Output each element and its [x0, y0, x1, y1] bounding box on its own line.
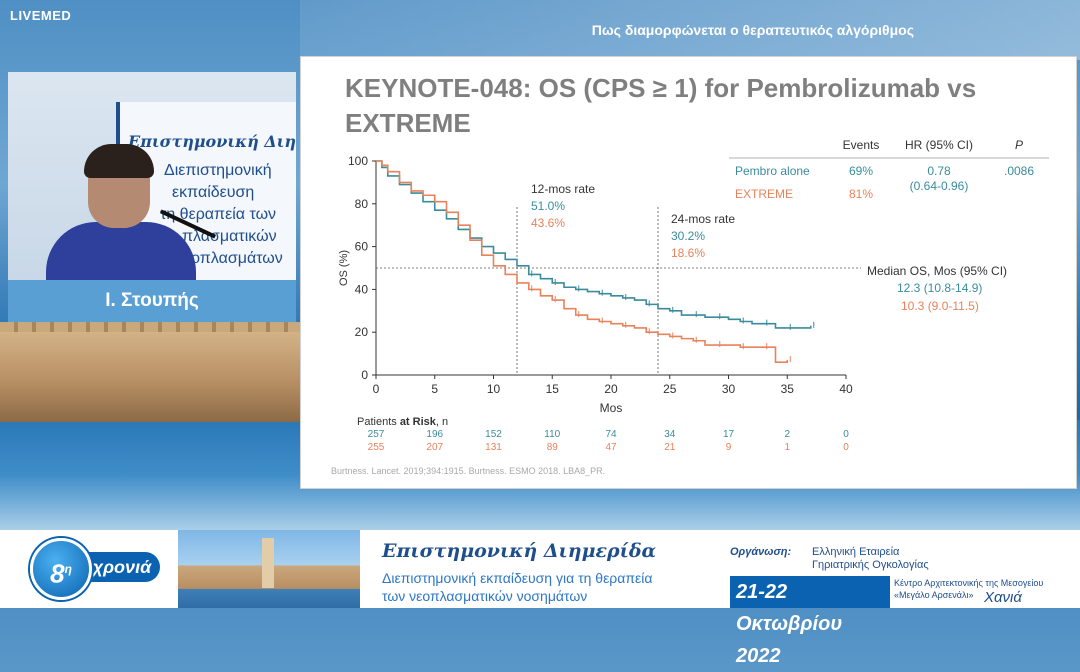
- x-tick-label: 15: [546, 382, 560, 396]
- presentation-slide: KEYNOTE-048: OS (CPS ≥ 1) for Pembrolizu…: [300, 56, 1077, 489]
- citation: Burtness. Lancet. 2019;394:1915. Burtnes…: [331, 466, 606, 476]
- table-header-hr: HR (95% CI): [905, 138, 973, 152]
- table-header-events: Events: [843, 138, 880, 152]
- median-os-label: Median OS, Mos (95% CI): [867, 264, 1007, 278]
- at-risk-count-extreme: 47: [605, 442, 617, 453]
- at-risk-count-extreme: 1: [784, 442, 790, 453]
- badge-superscript: η: [64, 562, 72, 576]
- organizer-name: Ελληνική Εταιρεία Γηριατρικής Ογκολογίας: [812, 546, 952, 572]
- y-tick-label: 0: [361, 368, 368, 382]
- organizer-label: Οργάνωση:: [730, 546, 792, 558]
- at-risk-count-pembro: 257: [368, 429, 385, 440]
- at-risk-count-pembro: 110: [544, 429, 560, 440]
- banner-text: Επιστημονική Διημερίδα: [128, 132, 296, 151]
- at-risk-count-extreme: 255: [368, 442, 385, 453]
- banner-text: πλασματικών: [182, 228, 277, 245]
- x-tick-label: 10: [487, 382, 501, 396]
- rate-24-pembro: 30.2%: [671, 229, 705, 243]
- fortress-photo: [0, 322, 300, 422]
- y-tick-label: 80: [355, 197, 369, 211]
- x-tick-label: 5: [431, 382, 438, 396]
- y-tick-label: 60: [355, 240, 369, 254]
- organizer-name-line: Γηριατρικής Ογκολογίας: [812, 559, 929, 571]
- legend-extreme: EXTREME: [735, 187, 793, 201]
- fortress-battlements: [0, 322, 300, 332]
- survival-curve-extreme: [376, 160, 789, 363]
- x-tick-label: 30: [722, 382, 736, 396]
- at-risk-label: Patients at Risk, n: [357, 416, 448, 428]
- y-tick-label: 40: [355, 282, 369, 296]
- p-value: .0086: [1004, 164, 1034, 178]
- rate-12-extreme: 43.6%: [531, 216, 565, 230]
- hr-ci: (0.64-0.96): [910, 179, 969, 193]
- at-risk-label-part: Patients: [357, 416, 400, 428]
- table-header-p: P: [1015, 138, 1023, 152]
- hr-value: 0.78: [927, 164, 951, 178]
- x-tick-label: 35: [781, 382, 795, 396]
- x-tick-label: 0: [373, 382, 380, 396]
- at-risk-count-extreme: 89: [547, 442, 559, 453]
- anniversary-badge: χρονιά 8η: [30, 538, 160, 600]
- at-risk-count-pembro: 152: [485, 429, 502, 440]
- rate-12-pembro: 51.0%: [531, 199, 565, 213]
- event-title: Επιστημονική Διημερίδα: [382, 540, 657, 562]
- rate-12-label: 12-mos rate: [531, 182, 595, 196]
- venue-city: Χανιά: [984, 589, 1022, 606]
- speaker-name: Ι. Στουπής: [8, 280, 296, 322]
- banner-text: Διεπιστημονική: [164, 162, 272, 179]
- banner-text: νεοπλασμάτων: [176, 250, 283, 267]
- survival-curve-pembro: [376, 160, 812, 329]
- at-risk-count-extreme: 131: [485, 442, 502, 453]
- at-risk-count-pembro: 2: [784, 429, 790, 440]
- at-risk-count-pembro: 34: [664, 429, 676, 440]
- at-risk-count-pembro: 74: [605, 429, 617, 440]
- speaker-hair: [84, 144, 154, 178]
- median-os-extreme: 10.3 (9.0-11.5): [901, 299, 979, 313]
- organizer-name-line: Ελληνική Εταιρεία: [812, 546, 900, 558]
- at-risk-label-part: , n: [436, 416, 448, 428]
- banner-text: εκπαίδευση: [172, 184, 255, 201]
- slide-title: KEYNOTE-048: OS (CPS ≥ 1) for Pembrolizu…: [345, 73, 977, 138]
- broadcast-logo: LIVEMED: [10, 8, 72, 23]
- events-pembro: 69%: [849, 164, 873, 178]
- y-axis-label: OS (%): [338, 250, 350, 286]
- at-risk-count-extreme: 0: [843, 442, 849, 453]
- at-risk-label-part: at Risk: [400, 416, 437, 428]
- event-dates: 21-22 Οκτωβρίου 2022: [730, 576, 890, 667]
- at-risk-count-pembro: 196: [426, 429, 443, 440]
- legend-pembro: Pembro alone: [735, 164, 810, 178]
- session-topic: Πως διαμορφώνεται ο θεραπευτικός αλγόριθ…: [591, 22, 914, 38]
- venue-subname: «Μεγάλο Αρσενάλι»: [894, 590, 974, 600]
- median-os-pembro: 12.3 (10.8-14.9): [897, 281, 982, 295]
- venue-name: Κέντρο Αρχιτεκτονικής της Μεσογείου: [894, 578, 1044, 588]
- badge-number-text: 8: [50, 558, 65, 589]
- banner-text: τη θεραπεία των: [160, 206, 277, 223]
- at-risk-count-extreme: 207: [426, 442, 443, 453]
- x-axis-label: Mos: [600, 401, 623, 415]
- at-risk-count-pembro: 0: [843, 429, 849, 440]
- at-risk-count-extreme: 21: [664, 442, 676, 453]
- at-risk-count-extreme: 9: [726, 442, 732, 453]
- y-tick-label: 20: [355, 325, 369, 339]
- event-footer: χρονιά 8η Επιστημονική Διημερίδα Διεπιστ…: [0, 530, 1080, 667]
- event-subtitle: Διεπιστημονική εκπαίδευση για τη θεραπεί…: [382, 570, 653, 586]
- background-haze: [300, 0, 1080, 60]
- x-tick-label: 25: [663, 382, 677, 396]
- rate-24-extreme: 18.6%: [671, 246, 705, 260]
- at-risk-count-pembro: 17: [723, 429, 735, 440]
- badge-word-text: χρονιά: [92, 557, 152, 577]
- rate-24-label: 24-mos rate: [671, 212, 735, 226]
- lighthouse-icon: [262, 538, 274, 588]
- badge-number: 8η: [30, 538, 92, 600]
- events-extreme: 81%: [849, 187, 873, 201]
- event-subtitle: των νεοπλασματικών νοσημάτων: [382, 588, 588, 604]
- x-tick-label: 40: [839, 382, 853, 396]
- x-tick-label: 20: [604, 382, 618, 396]
- y-tick-label: 100: [348, 154, 368, 168]
